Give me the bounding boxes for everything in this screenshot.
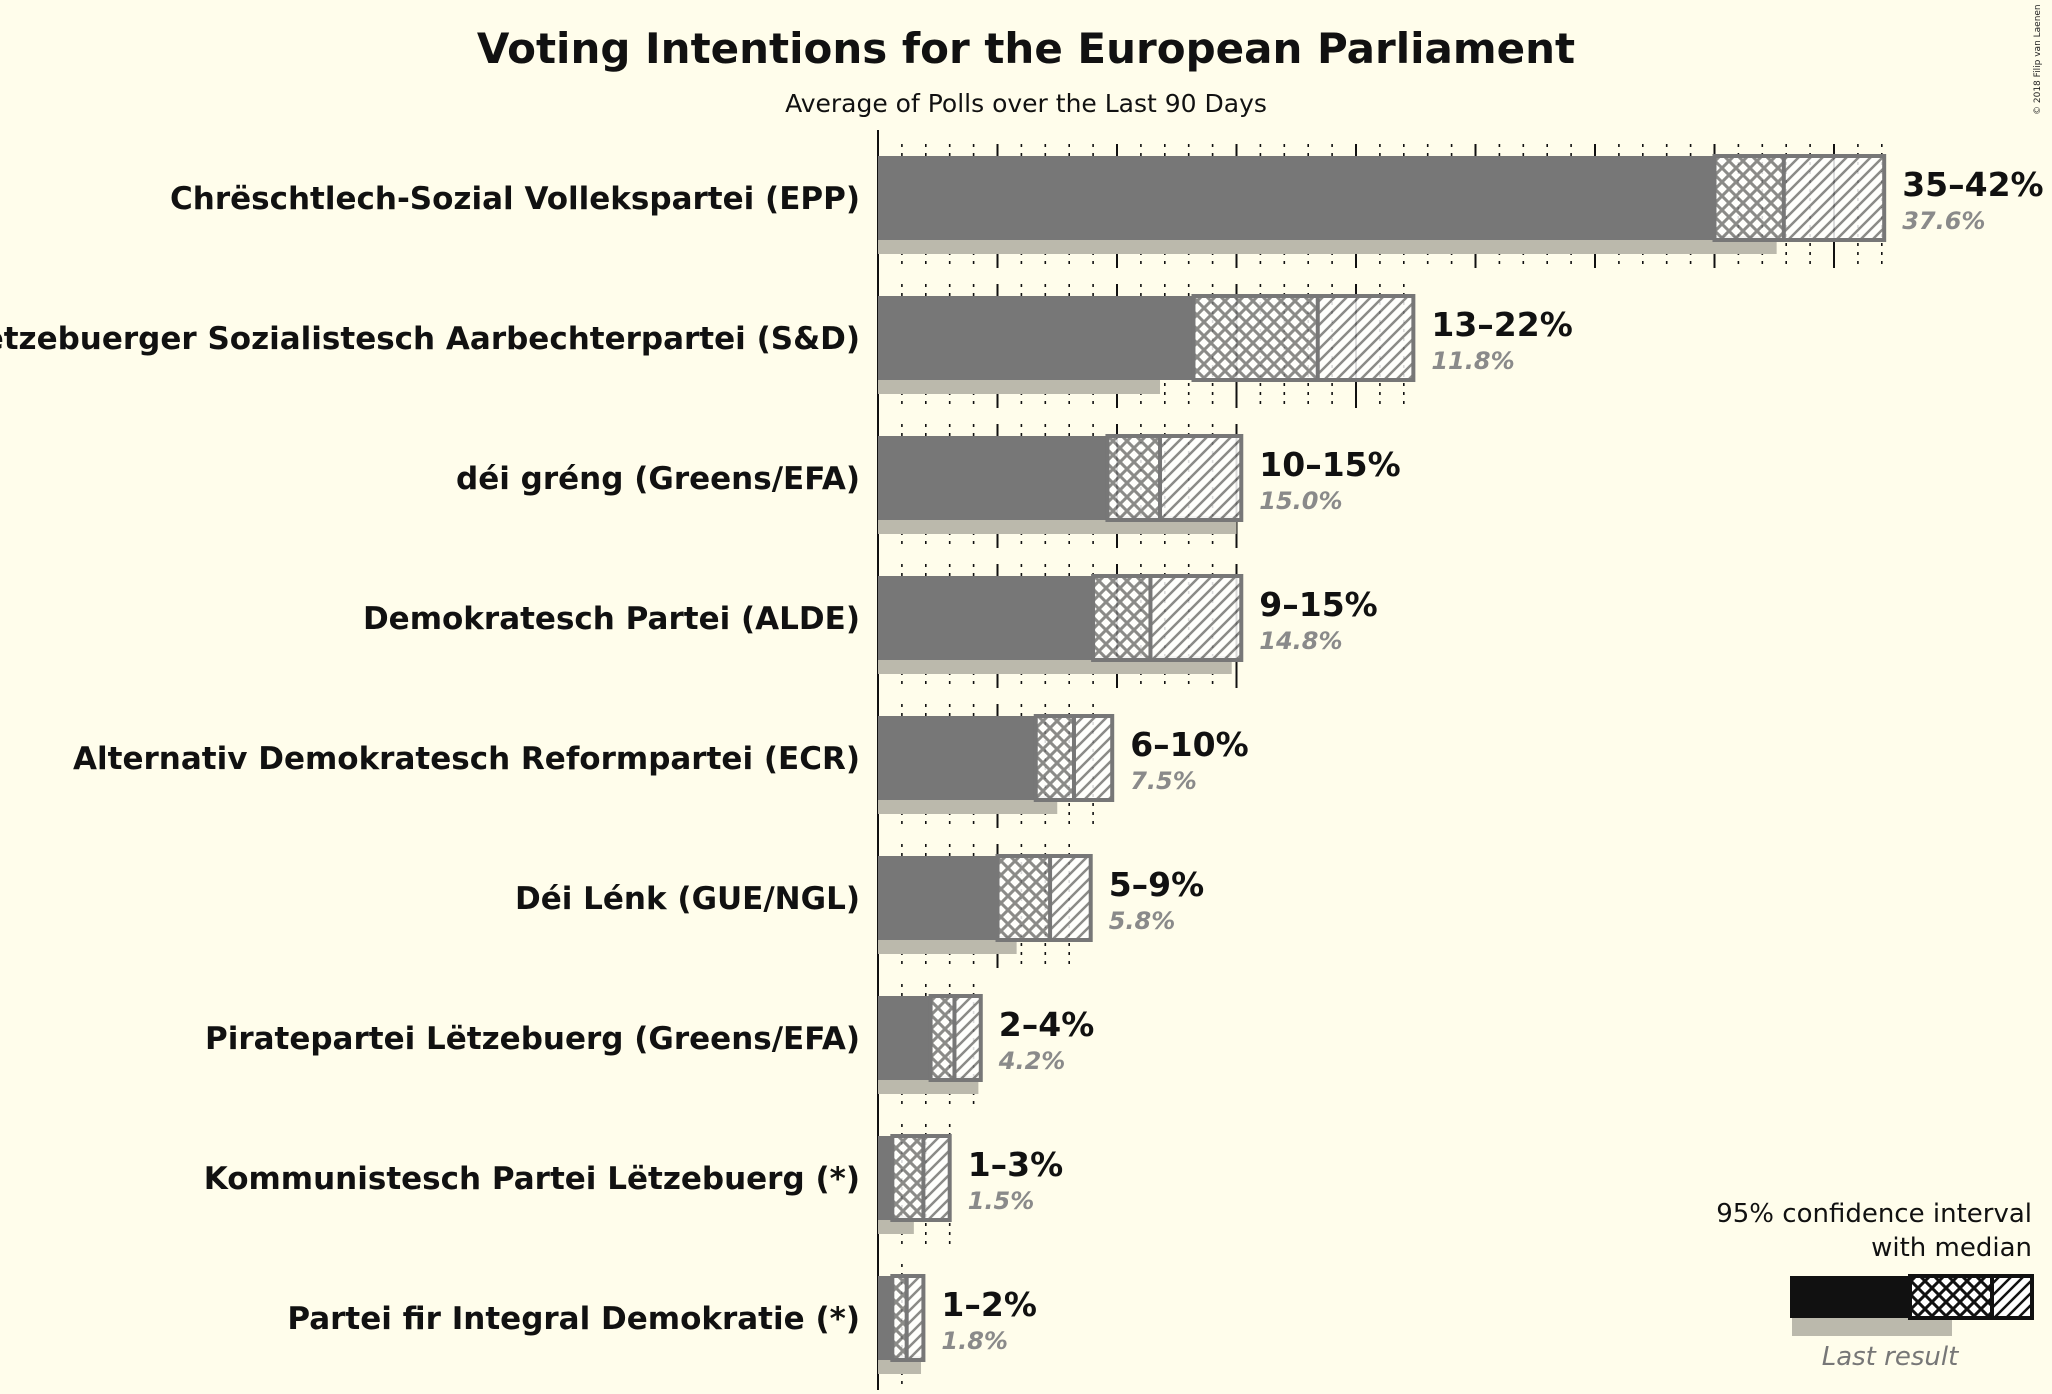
- legend: 95% confidence interval with median Last…: [1716, 1199, 2034, 1372]
- ci-outline: [890, 1134, 952, 1222]
- last-result-label: 7.5%: [1130, 767, 1197, 795]
- last-result-label: 14.8%: [1259, 627, 1342, 655]
- party-row: Chrëschtlech-Sozial Vollekspartei (EPP) 3…: [170, 144, 2044, 268]
- range-label: 6–10%: [1130, 725, 1248, 764]
- last-result-label: 5.8%: [1109, 907, 1176, 935]
- ci-outline: [1712, 154, 1887, 242]
- party-label: Lëtzebuerger Sozialistesch Aarbechterpar…: [0, 321, 860, 357]
- ci-hatch-bar: [1160, 436, 1242, 520]
- ci-hatch-bar: [954, 996, 981, 1080]
- ci-outline: [1191, 294, 1416, 382]
- legend-last-result-label: Last result: [1822, 1342, 1959, 1372]
- ci-hatch-bar: [923, 1136, 950, 1220]
- ci-hatch-bar: [1783, 156, 1885, 240]
- party-label: Kommunistesch Partei Lëtzebuerg (*): [204, 1161, 860, 1197]
- range-label: 10–15%: [1259, 445, 1400, 484]
- range-label: 13–22%: [1431, 305, 1572, 344]
- party-label: Demokratesch Partei (ALDE): [363, 601, 860, 637]
- legend-hatch-bar: [1990, 1274, 2034, 1320]
- ci-cross-bar: [892, 1136, 924, 1220]
- party-row: Partei fir Integral Demokratie (*) 1–2% 1.…: [287, 1264, 1037, 1388]
- party-row: Alternativ Demokratesch Reformpartei (EC…: [73, 704, 1249, 828]
- ci-solid-bar: [878, 296, 1194, 380]
- range-label: 5–9%: [1109, 865, 1205, 904]
- last-result-label: 1.8%: [941, 1327, 1008, 1355]
- party-row: Kommunistesch Partei Lëtzebuerg (*) 1–3% 1…: [204, 1124, 1063, 1248]
- legend-line-1: 95% confidence interval: [1716, 1199, 2032, 1229]
- party-row: Demokratesch Partei (ALDE) 9–15% 14.8%: [363, 564, 1378, 688]
- ci-solid-bar: [878, 996, 931, 1080]
- ci-solid-bar: [878, 1276, 893, 1360]
- last-result-label: 11.8%: [1431, 347, 1514, 375]
- legend-line-2: with median: [1871, 1233, 2032, 1263]
- range-label: 1–2%: [941, 1285, 1036, 1324]
- party-row: Déi Lénk (GUE/NGL) 5–9% 5.8%: [515, 844, 1204, 968]
- range-label: 9–15%: [1259, 585, 1377, 624]
- legend-solid-bar: [1790, 1276, 1910, 1318]
- party-label: Chrëschtlech-Sozial Vollekspartei (EPP): [170, 181, 860, 217]
- ci-hatch-bar: [1050, 856, 1091, 940]
- last-result-label: 1.5%: [968, 1187, 1035, 1215]
- ci-outline: [995, 854, 1093, 942]
- ci-cross-bar: [892, 1276, 907, 1360]
- party-label: Piratepartei Lëtzebuerg (Greens/EFA): [205, 1021, 860, 1057]
- ci-cross-bar: [1035, 716, 1074, 800]
- party-row: Lëtzebuerger Sozialistesch Aarbechterpar…: [0, 284, 1573, 408]
- ci-solid-bar: [878, 576, 1094, 660]
- ci-hatch-bar: [906, 1276, 924, 1360]
- ci-hatch-bar: [1317, 296, 1414, 380]
- ci-cross-bar: [1193, 296, 1318, 380]
- party-row: Piratepartei Lëtzebuerg (Greens/EFA) 2–4%…: [205, 984, 1094, 1108]
- last-result-label: 15.0%: [1259, 487, 1342, 515]
- party-label: Déi Lénk (GUE/NGL): [515, 881, 860, 917]
- ci-cross-bar: [1107, 436, 1161, 520]
- ci-cross-bar: [1093, 576, 1151, 660]
- ci-solid-bar: [878, 156, 1715, 240]
- range-label: 1–3%: [968, 1145, 1063, 1184]
- last-result-bar: [878, 236, 1777, 254]
- ci-solid-bar: [878, 436, 1108, 520]
- ci-solid-bar: [878, 856, 998, 940]
- ci-cross-bar: [997, 856, 1051, 940]
- party-label: Alternativ Demokratesch Reformpartei (EC…: [73, 741, 860, 777]
- last-result-label: 37.6%: [1902, 207, 1985, 235]
- bars-layer: Chrëschtlech-Sozial Vollekspartei (EPP) 3…: [0, 130, 2044, 1390]
- ci-cross-bar: [1714, 156, 1784, 240]
- party-label: Partei fir Integral Demokratie (*): [287, 1301, 860, 1337]
- party-row: déi gréng (Greens/EFA) 10–15% 15.0%: [456, 424, 1401, 548]
- ci-cross-bar: [930, 996, 955, 1080]
- chart-title: Voting Intentions for the European Parli…: [477, 24, 1575, 73]
- ci-solid-bar: [878, 716, 1036, 800]
- chart-subtitle: Average of Polls over the Last 90 Days: [785, 89, 1267, 118]
- ci-outline: [1091, 574, 1244, 662]
- copyright-text: © 2018 Filip van Laenen: [2033, 4, 2043, 115]
- last-result-label: 4.2%: [998, 1047, 1066, 1075]
- range-label: 35–42%: [1902, 165, 2043, 204]
- ci-solid-bar: [878, 1136, 893, 1220]
- last-result-bar: [878, 796, 1058, 814]
- party-label: déi gréng (Greens/EFA): [456, 461, 860, 497]
- ci-outline: [1105, 434, 1244, 522]
- last-result-bar: [878, 376, 1161, 394]
- ci-hatch-bar: [1150, 576, 1242, 660]
- last-result-bar: [878, 936, 1017, 954]
- range-label: 2–4%: [999, 1005, 1095, 1044]
- legend-cross-bar: [1908, 1274, 1994, 1320]
- ci-hatch-bar: [1073, 716, 1113, 800]
